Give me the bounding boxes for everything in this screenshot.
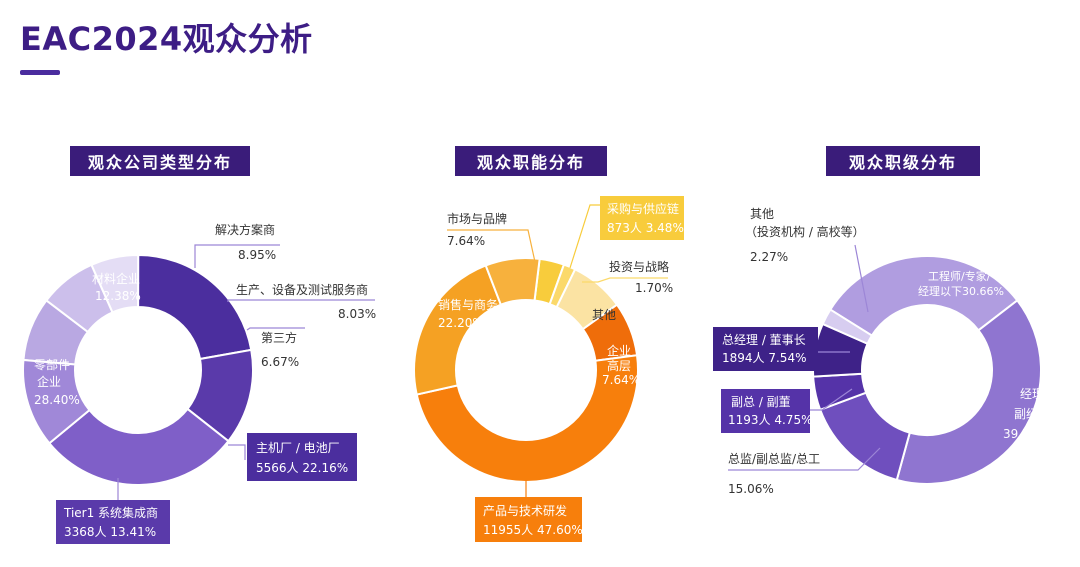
box-zjc [247, 433, 357, 481]
leader-zj [728, 447, 881, 471]
donut-level [812, 255, 1042, 485]
page-title: EAC2024观众分析 [20, 20, 313, 58]
label-cl-name: 材料企业 [92, 271, 140, 286]
chart3-annotations [728, 244, 881, 471]
label-qt2-name: 其他 [592, 308, 616, 322]
label-zjc-val: 5566人 22.16% [256, 461, 348, 475]
label-sc2-name: 市场与品牌 [447, 211, 507, 226]
donut-slice [828, 255, 1019, 337]
label-sc2-val: 7.64% [447, 234, 485, 248]
chart2-annotations [447, 204, 668, 498]
label-xs-name: 销售与商务 [438, 297, 498, 312]
leader-sc [227, 299, 375, 302]
label-tz-name: 投资与战略 [609, 259, 669, 274]
leader-jjfa [194, 244, 280, 268]
donut-slice [484, 257, 541, 306]
label-cl-val: 12.38% [95, 289, 141, 303]
label-qt3-name2: （投资机构 / 高校等） [745, 224, 865, 239]
section-header-level: 观众职级分布 [826, 146, 980, 176]
label-dsf-val: 6.67% [261, 355, 299, 369]
label-jjfa-name: 解决方案商 [215, 222, 275, 237]
donut-slice [821, 308, 874, 346]
donut-company-type [22, 253, 254, 486]
donut-slice [413, 264, 503, 396]
box-cp [475, 497, 582, 542]
label-jjfa-val: 8.95% [238, 248, 276, 262]
label-tier-val: 3368人 13.41% [64, 525, 156, 539]
leader-zjc [228, 444, 246, 460]
label-fz-val: 1193人 4.75% [728, 413, 812, 427]
donut-slice [47, 407, 230, 486]
label-zj-name: 总监/副总监/总工 [728, 452, 820, 466]
label-cp-name: 产品与技术研发 [483, 503, 567, 518]
box-cg [600, 196, 684, 240]
label-zjc-name: 主机厂 / 电池厂 [256, 441, 340, 455]
leader-qt3 [854, 244, 869, 313]
donut-slice [137, 253, 253, 361]
donut-function [413, 257, 639, 483]
donut-slice [22, 358, 91, 445]
label-zj-val: 15.06% [728, 482, 774, 496]
label-cg-name: 采购与供应链 [607, 201, 679, 216]
label-jl-name1: 经理 [1020, 387, 1044, 401]
label-ljj-name1: 零部件 [34, 357, 70, 372]
box-tier [56, 500, 170, 544]
leader-sc2 [447, 229, 536, 263]
label-xs-val: 22.20% [438, 316, 484, 330]
box-zzl [713, 327, 818, 371]
label-zzl-name: 总经理 / 董事长 [722, 333, 806, 347]
label-jl-name2: 副经理 [1014, 407, 1050, 421]
label-qy-name1: 企业 [607, 343, 631, 358]
chart1-annotations [117, 244, 375, 502]
label-dsf-name: 第三方 [261, 330, 297, 345]
label-ljj-val: 28.40% [34, 393, 80, 407]
title-underline [20, 70, 60, 75]
section-header-company-type: 观众公司类型分布 [70, 146, 250, 176]
label-sc-name: 生产、设备及测试服务商 [236, 282, 368, 297]
leader-dsf [246, 327, 305, 331]
donut-slice [415, 354, 639, 483]
label-cp-val: 11955人 47.60% [483, 523, 583, 537]
label-tz-val: 1.70% [635, 281, 673, 295]
label-gcs-name1: 工程师/专家/ [928, 269, 991, 283]
label-qt3-val: 2.27% [750, 250, 788, 264]
donut-slice [895, 299, 1042, 485]
label-gcs-name2: 经理以下30.66% [918, 285, 1004, 298]
label-qy-name2: 高层 [607, 358, 631, 373]
label-zzl-val: 1894人 7.54% [722, 351, 806, 365]
section-header-function: 观众职能分布 [455, 146, 607, 176]
leader-tz [582, 277, 668, 283]
label-sc-val: 8.03% [338, 307, 376, 321]
label-tier-name: Tier1 系统集成商 [63, 505, 158, 520]
box-fz [721, 389, 810, 433]
label-fz-name: 副总 / 副董 [731, 395, 791, 409]
label-qy-val: 7.64% [602, 373, 640, 387]
label-ljj-name2: 企业 [37, 374, 61, 389]
label-jl-val: 39.72% [1003, 427, 1049, 441]
leader-cg [569, 204, 600, 269]
label-qt3-name1: 其他 [750, 207, 774, 221]
label-cg-val: 873人 3.48% [607, 221, 684, 235]
leader-fz [810, 388, 853, 411]
